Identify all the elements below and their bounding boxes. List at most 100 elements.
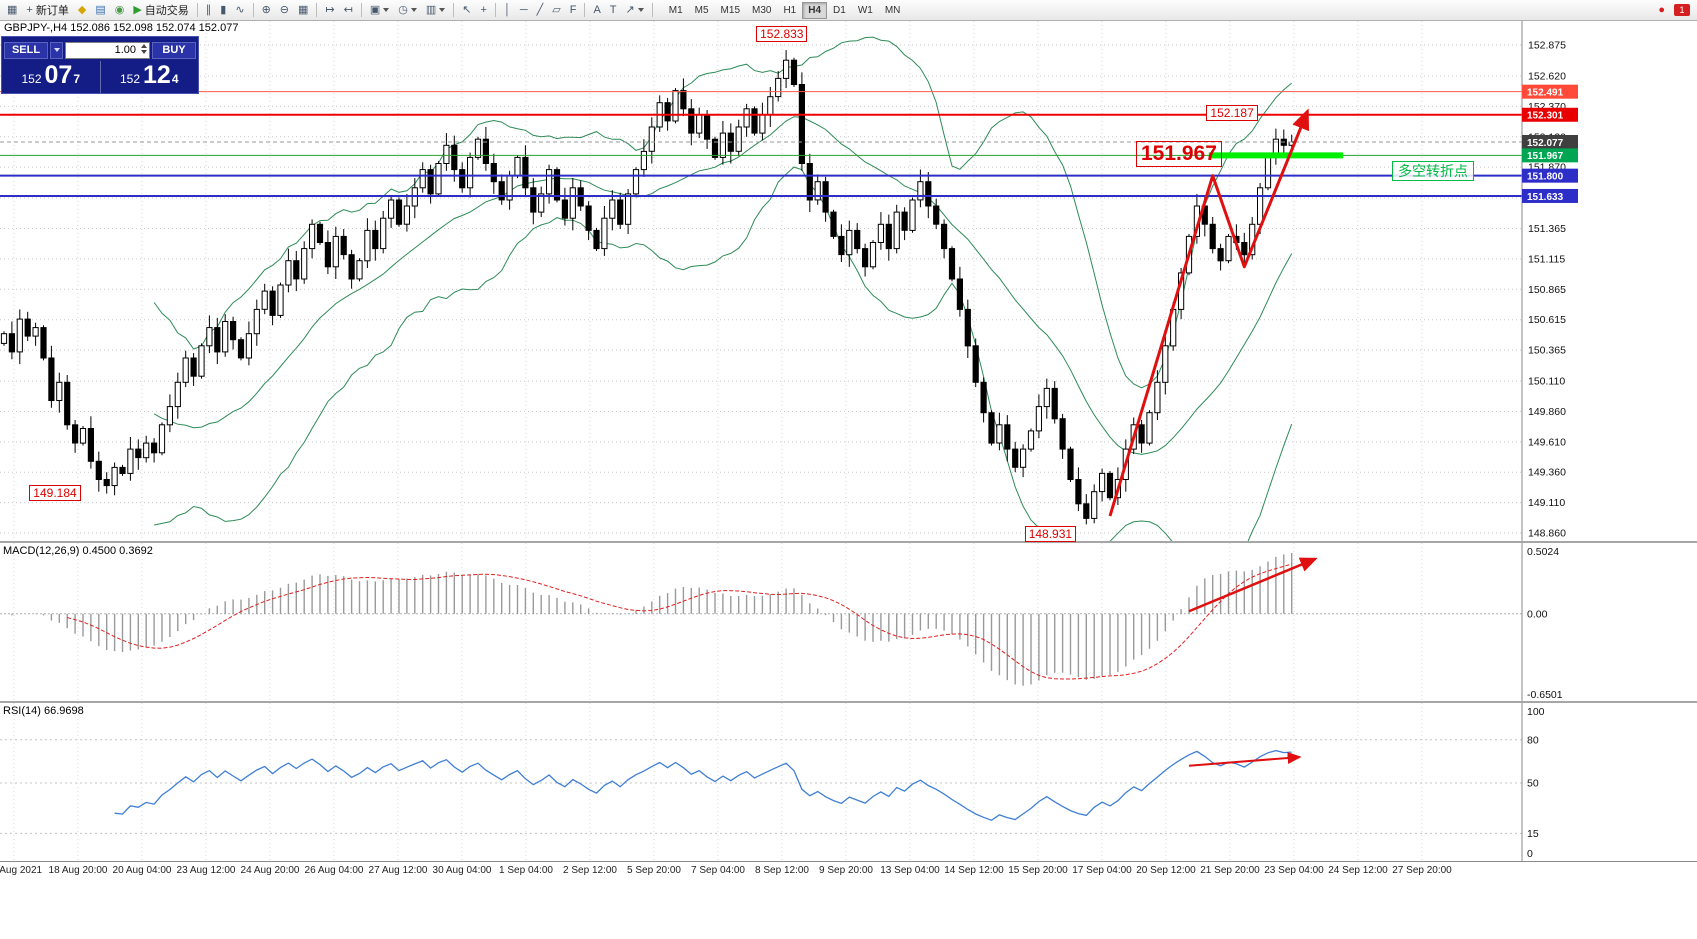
chart-shift-icon: ↤ bbox=[343, 3, 353, 16]
toolbar-separator bbox=[494, 3, 496, 17]
trendline-icon: ╱ bbox=[536, 3, 544, 16]
chevron-down-icon bbox=[439, 8, 446, 12]
price-chart-canvas[interactable]: 152.875152.620152.370152.120151.870151.6… bbox=[0, 21, 1697, 541]
time-axis-label: 18 Aug 20:00 bbox=[48, 865, 108, 876]
alert-icon[interactable]: ● bbox=[1654, 1, 1669, 20]
buy-price[interactable]: 152 12 4 bbox=[99, 61, 199, 93]
macd-label: MACD(12,26,9) 0.4500 0.3692 bbox=[3, 545, 153, 557]
time-axis-label: 17 Aug 2021 bbox=[0, 865, 43, 876]
order-type-dropdown[interactable] bbox=[50, 41, 63, 59]
cursor-icon: ↖ bbox=[462, 3, 472, 16]
toolbar-separator bbox=[584, 3, 586, 17]
chart-window[interactable]: 152.875152.620152.370152.120151.870151.6… bbox=[0, 21, 1697, 939]
sell-price[interactable]: 152 07 7 bbox=[21, 61, 81, 89]
templates-icon[interactable]: ▥ bbox=[422, 1, 449, 20]
new-chart-icon[interactable]: ▣ bbox=[366, 1, 393, 20]
text-icon[interactable]: A bbox=[589, 1, 604, 20]
time-axis-label: 26 Aug 04:00 bbox=[304, 865, 364, 876]
time-axis-label: 8 Sep 12:00 bbox=[755, 865, 809, 876]
toolbar-separator bbox=[360, 3, 362, 17]
macd-signal-line bbox=[67, 563, 1292, 680]
price-tag-value: 152.491 bbox=[1527, 87, 1564, 98]
timeframe-m30[interactable]: M30 bbox=[752, 4, 772, 16]
arrows-icon[interactable]: ↗ bbox=[622, 1, 648, 20]
time-axis-label: 14 Sep 12:00 bbox=[944, 865, 1004, 876]
main-toolbar: ▦ + 新订单 ◆ ▤ ◉ ▶ 自动交易 ∥ ▮ ∿ ⊕ ⊖ ▦ ↦ ↤ ▣ ◷ ▥ ↖ + │ ─ ╱ ▱ F A T ↗ M1 M5 M1… bbox=[0, 0, 1697, 21]
crosshair-icon: + bbox=[480, 3, 487, 16]
crosshair-icon[interactable]: + bbox=[477, 1, 491, 20]
macd-panel[interactable]: 0.5024 0.00 -0.6501 MACD(12,26,9) 0.4500 0… bbox=[0, 543, 1697, 701]
price-tag bbox=[1522, 148, 1578, 163]
bottom-filler bbox=[0, 880, 1697, 939]
label-icon[interactable]: T bbox=[606, 1, 621, 20]
zoom-in-icon: ⊕ bbox=[261, 3, 271, 16]
zoom-out-icon[interactable]: ⊖ bbox=[276, 1, 293, 20]
candlestick-chart-icon[interactable]: ▮ bbox=[216, 1, 230, 20]
toolbar-separator bbox=[196, 3, 198, 17]
volume-input[interactable]: 1.00 bbox=[65, 41, 150, 59]
channel-icon[interactable]: ▱ bbox=[548, 1, 564, 20]
rsi-canvas[interactable]: 100 80 50 15 0 bbox=[0, 703, 1697, 861]
price-chart-panel[interactable]: 152.875152.620152.370152.120151.870151.6… bbox=[0, 21, 1697, 543]
line-chart-icon[interactable]: ∿ bbox=[231, 1, 248, 20]
macd-axis-label: 0.00 bbox=[1527, 608, 1548, 620]
panel-divider[interactable] bbox=[0, 701, 1697, 703]
timeframe-h4[interactable]: H4 bbox=[802, 1, 828, 19]
alert-icon: ● bbox=[1658, 3, 1665, 16]
autotrading-button[interactable]: ▶ 自动交易 bbox=[129, 1, 192, 20]
notification-badge[interactable]: 1 bbox=[1670, 1, 1694, 20]
timeframe-m5[interactable]: M5 bbox=[694, 4, 709, 16]
candlesticks bbox=[0, 50, 1295, 525]
macd-canvas[interactable]: 0.5024 0.00 -0.6501 bbox=[0, 543, 1697, 701]
auto-scroll-icon[interactable]: ↦ bbox=[321, 1, 338, 20]
data-window-icon[interactable]: ▤ bbox=[91, 1, 109, 20]
trendline-icon[interactable]: ╱ bbox=[533, 1, 548, 20]
timeframe-m15[interactable]: M15 bbox=[720, 4, 740, 16]
volume-increase-icon[interactable] bbox=[141, 43, 147, 48]
vertical-line-icon[interactable]: │ bbox=[500, 1, 515, 20]
timeframe-h1[interactable]: H1 bbox=[783, 4, 797, 16]
macd-histogram bbox=[11, 552, 1293, 686]
tile-windows-icon: ▦ bbox=[298, 3, 309, 16]
navigator-icon[interactable]: ◉ bbox=[111, 1, 129, 20]
volume-decrease-icon[interactable] bbox=[141, 49, 147, 54]
panel-divider[interactable] bbox=[0, 541, 1697, 543]
bar-chart-icon[interactable]: ∥ bbox=[202, 1, 216, 20]
rsi-trend-arrow[interactable] bbox=[1188, 752, 1302, 767]
profiles-icon: ◷ bbox=[398, 3, 408, 16]
tile-windows-icon[interactable]: ▦ bbox=[294, 1, 312, 20]
new-order-button[interactable]: + 新订单 bbox=[22, 1, 72, 20]
line-chart-icon: ∿ bbox=[235, 3, 245, 16]
horizontal-line-icon[interactable]: ─ bbox=[516, 1, 532, 20]
price-tag bbox=[1522, 84, 1578, 99]
time-axis-label: 7 Sep 04:00 bbox=[691, 865, 745, 876]
cursor-icon[interactable]: ↖ bbox=[458, 1, 475, 20]
chart-shift-icon[interactable]: ↤ bbox=[340, 1, 357, 20]
buy-button[interactable]: BUY bbox=[152, 41, 196, 59]
sell-button[interactable]: SELL bbox=[4, 41, 48, 59]
profiles-icon[interactable]: ◷ bbox=[394, 1, 421, 20]
trend-arrow[interactable] bbox=[1108, 108, 1310, 517]
market-watch-icon[interactable]: ◆ bbox=[74, 1, 90, 20]
price-tag bbox=[1522, 188, 1578, 203]
macd-trend-arrow[interactable] bbox=[1188, 557, 1318, 613]
volume-spinner[interactable] bbox=[141, 43, 147, 54]
timeframe-d1[interactable]: D1 bbox=[833, 4, 846, 16]
data-window-icon: ▤ bbox=[95, 3, 106, 16]
timeframe-w1[interactable]: W1 bbox=[857, 4, 873, 16]
charts-icon[interactable]: ▦ bbox=[3, 1, 21, 20]
charts-icon: ▦ bbox=[7, 3, 18, 16]
time-axis-label: 13 Sep 04:00 bbox=[880, 865, 940, 876]
chevron-down-icon bbox=[637, 8, 644, 12]
notification-badge: 1 bbox=[1674, 4, 1690, 16]
zoom-in-icon[interactable]: ⊕ bbox=[258, 1, 275, 20]
rsi-panel[interactable]: 100 80 50 15 0 RSI(14) 66.9698 bbox=[0, 703, 1697, 861]
rsi-axis-label: 50 bbox=[1527, 778, 1539, 790]
bollinger-lower-line bbox=[154, 166, 1293, 541]
price-tag-value: 151.800 bbox=[1527, 171, 1564, 182]
timeframe-m1[interactable]: M1 bbox=[668, 4, 683, 16]
price-axis-label: 149.110 bbox=[1528, 497, 1565, 509]
fibonacci-icon[interactable]: F bbox=[566, 1, 581, 20]
timeframe-mn[interactable]: MN bbox=[884, 4, 901, 16]
